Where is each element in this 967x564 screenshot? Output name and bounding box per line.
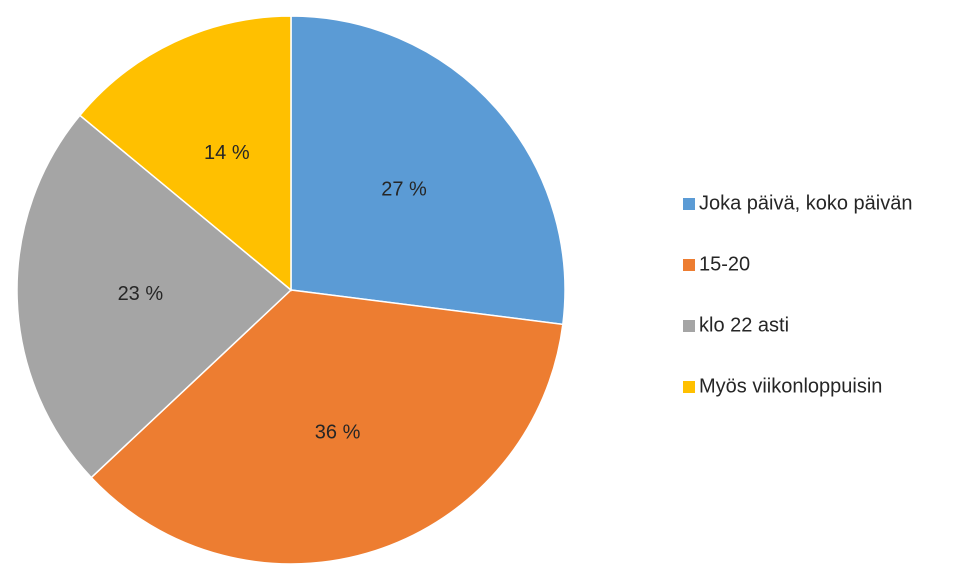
legend-swatch [683,259,695,271]
data-label: 14 % [204,142,250,164]
data-label: 36 % [315,422,361,444]
pie-slice [90,289,564,564]
data-label: 23 % [118,283,164,305]
pie-slice [78,15,292,292]
legend-label: Joka päivä, koko päivän [699,192,912,214]
pie-slice [16,114,293,479]
legend-swatch [683,198,695,210]
data-label: 27 % [381,179,427,201]
legend-swatch [683,381,695,393]
legend-swatch [683,320,695,332]
legend-label: 15-20 [699,253,750,275]
legend-label: klo 22 asti [699,314,789,336]
legend-label: Myös viikonloppuisin [699,375,882,397]
pie-slice [290,15,566,326]
